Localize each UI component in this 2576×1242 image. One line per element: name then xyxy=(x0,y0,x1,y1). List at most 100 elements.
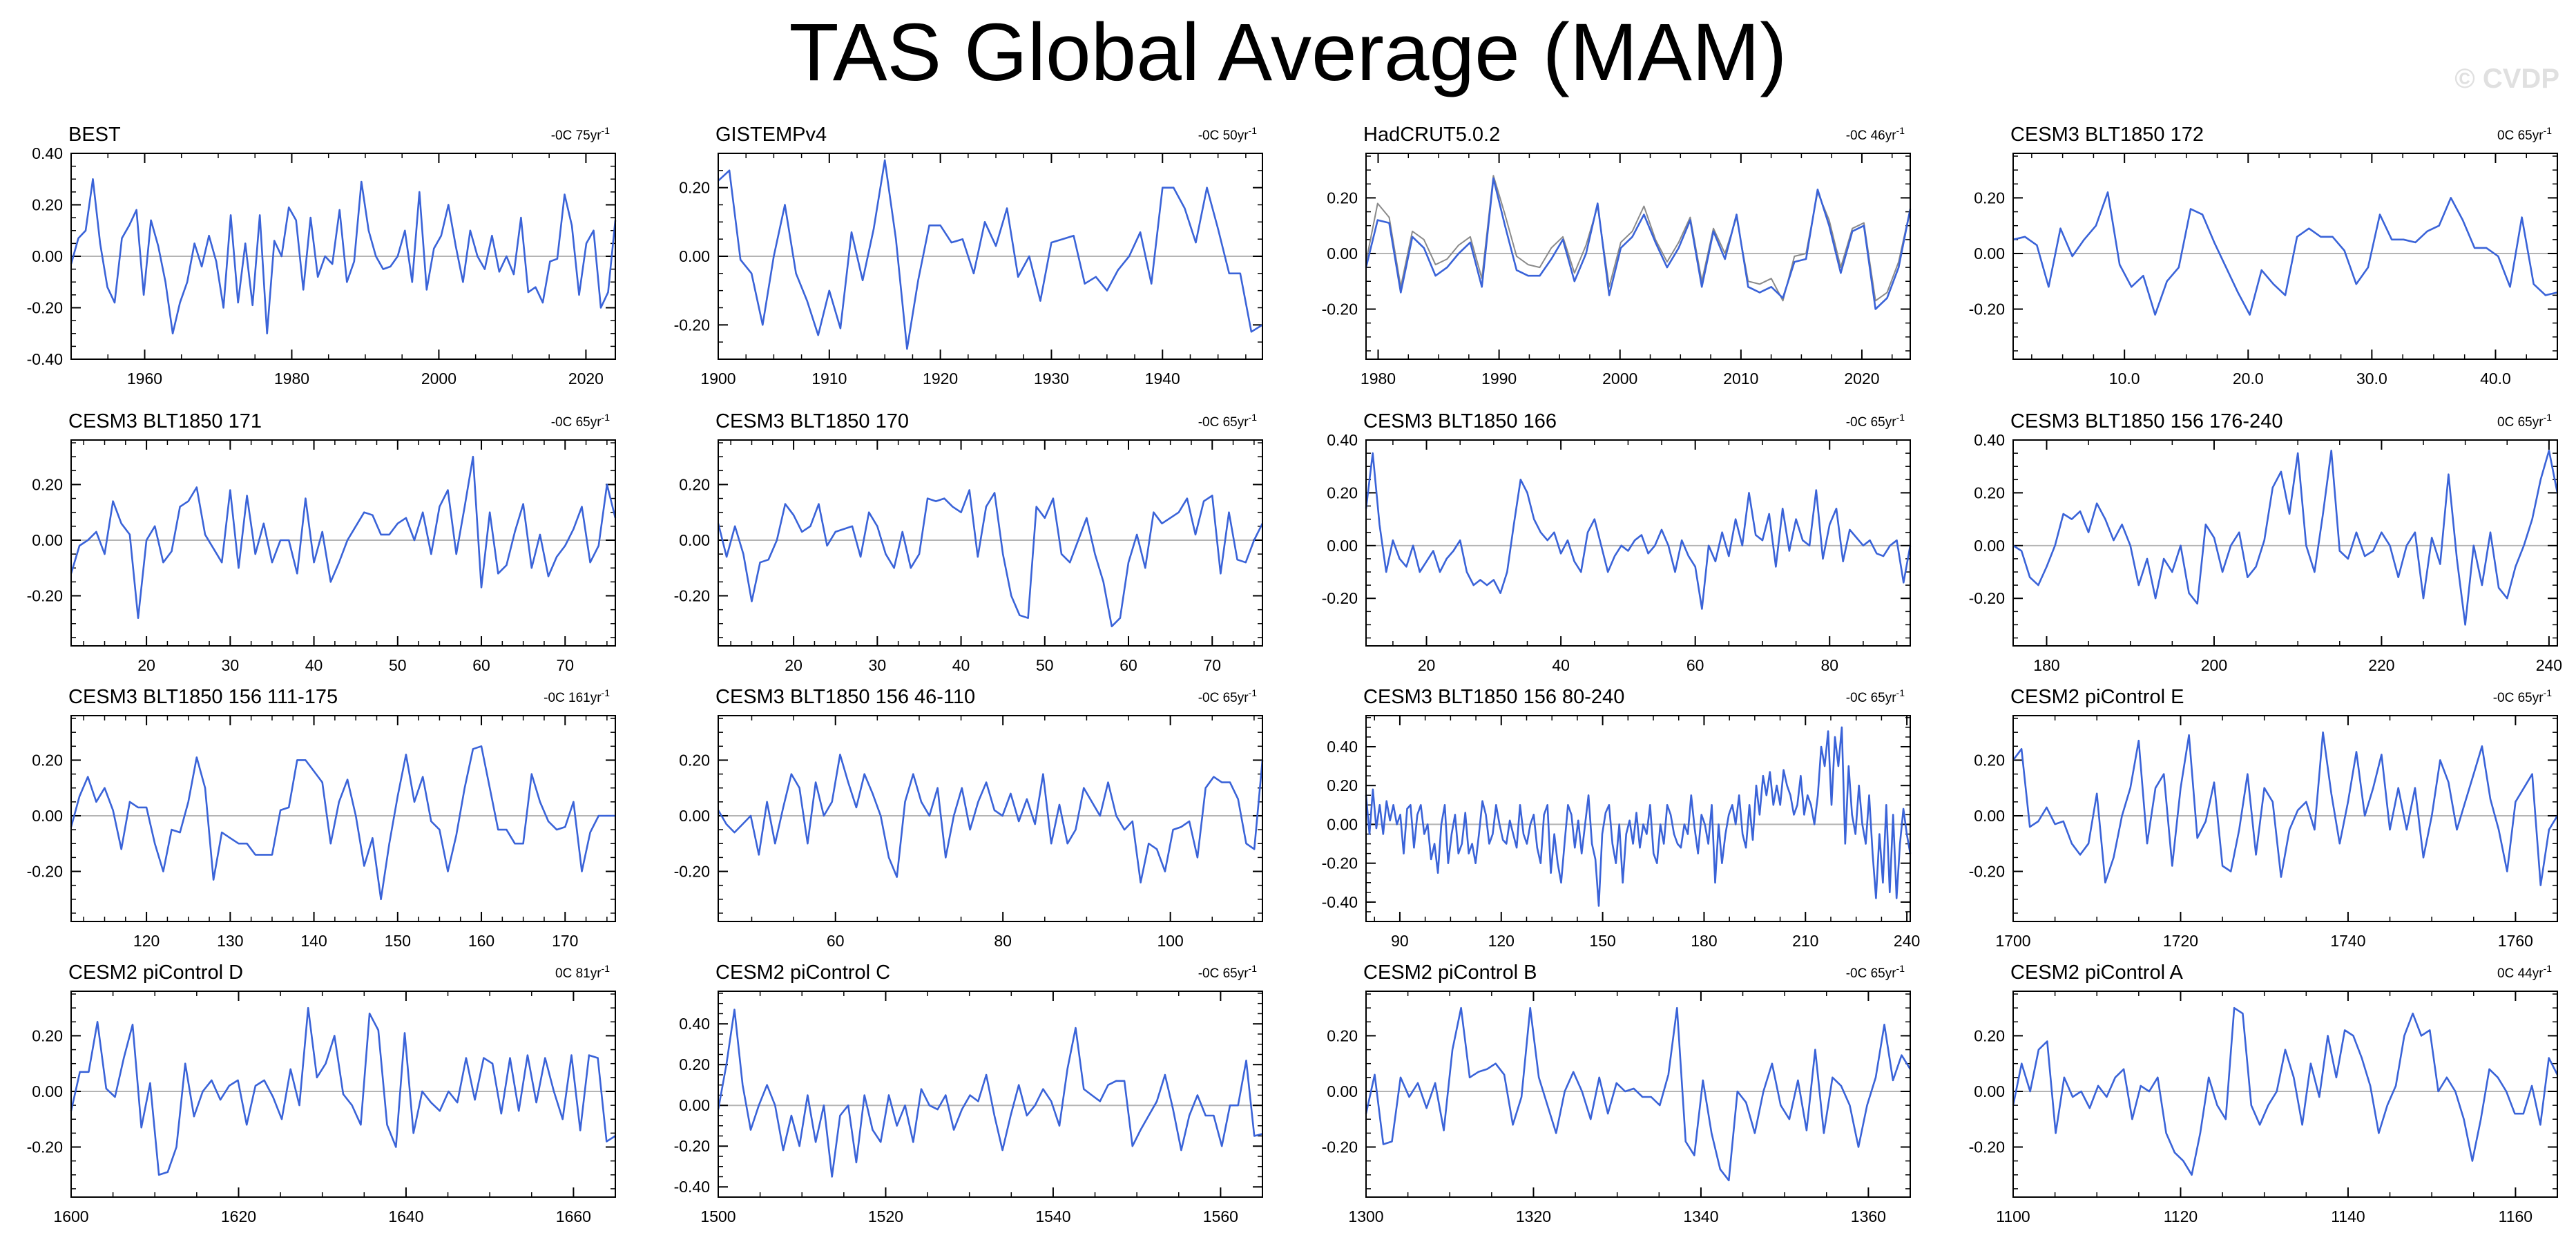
trend-superscript: -1 xyxy=(2544,125,2553,136)
plot-frame xyxy=(2012,991,2558,1198)
y-tick-label: 0.20 xyxy=(679,1055,710,1073)
x-tick-label: 30 xyxy=(869,656,887,674)
trend-label: -0C 65yr-1 xyxy=(1846,412,1905,430)
x-tick-label: 60 xyxy=(472,656,490,674)
x-tick-label: 1620 xyxy=(221,1207,256,1225)
y-tick-label: 0.00 xyxy=(679,247,710,265)
trend-label: -0C 65yr-1 xyxy=(1846,963,1905,981)
y-tick-label: 0.20 xyxy=(1974,189,2005,207)
trend-superscript: -1 xyxy=(2544,412,2553,423)
y-tick-label: -0.20 xyxy=(1969,863,2005,881)
chart-panel: CESM3 BLT1850 156 46-110 -0C 65yr-1 -0.20 0… xyxy=(674,686,1264,950)
trend-label: -0C 75yr-1 xyxy=(551,125,611,143)
panel-title: CESM3 BLT1850 156 176-240 xyxy=(2010,410,2282,432)
x-tick-label: 1600 xyxy=(53,1207,88,1225)
x-tick-label: 70 xyxy=(1203,656,1221,674)
panel-title: CESM3 BLT1850 156 80-240 xyxy=(1363,686,1624,708)
panel-title: CESM3 BLT1850 156 46-110 xyxy=(715,686,975,708)
x-tick-label: 1760 xyxy=(2498,932,2533,950)
x-tick-label: 1720 xyxy=(2163,932,2198,950)
x-tick-label: 180 xyxy=(2033,656,2059,674)
panel-title: CESM2 piControl C xyxy=(715,962,890,984)
y-tick-label: 0.00 xyxy=(1974,807,2005,825)
y-tick-label: 0.20 xyxy=(1974,751,2005,769)
trend-superscript: -1 xyxy=(1896,125,1905,136)
panel-title: CESM2 piControl A xyxy=(2010,962,2183,984)
series-line xyxy=(1365,177,1912,310)
panel-title: HadCRUT5.0.2 xyxy=(1363,124,1500,146)
x-tick-label: 1900 xyxy=(700,370,736,388)
reference-series-line xyxy=(1365,175,1911,302)
x-tick-label: 1640 xyxy=(388,1207,423,1225)
x-tick-label: 20.0 xyxy=(2233,370,2264,388)
series-line xyxy=(717,754,1264,883)
x-tick-label: 1160 xyxy=(2499,1207,2532,1225)
panel-title: CESM3 BLT1850 172 xyxy=(2010,124,2204,146)
y-tick-label: 0.20 xyxy=(1327,776,1358,794)
x-tick-label: 50 xyxy=(1036,656,1054,674)
y-tick-label: 0.20 xyxy=(1327,484,1358,501)
chart-panel: CESM3 BLT1850 156 176-240 0C 65yr-1 -0.20 0… xyxy=(1969,410,2563,674)
x-tick-label: 1960 xyxy=(127,370,162,388)
chart-panel: BEST -0C 75yr-1 -0.40 -0.20 0.00 0.20 0.40 1960… xyxy=(27,124,617,388)
y-tick-label: -0.40 xyxy=(1322,893,1358,911)
x-tick-label: 40 xyxy=(952,656,970,674)
series-line xyxy=(70,745,615,901)
x-tick-label: 170 xyxy=(552,932,578,950)
trend-superscript: -1 xyxy=(1249,125,1258,136)
y-tick-label: 0.00 xyxy=(32,247,63,265)
x-tick-label: 1910 xyxy=(811,370,847,388)
plot-frame xyxy=(718,991,1263,1198)
y-tick-label: 0.40 xyxy=(679,1015,710,1033)
x-tick-label: 1360 xyxy=(1851,1207,1886,1225)
x-tick-label: 1700 xyxy=(1995,932,2030,950)
panel-title: GISTEMPv4 xyxy=(715,124,827,146)
y-tick-label: 0.20 xyxy=(679,751,710,769)
chart-panel: CESM3 BLT1850 156 80-240 -0C 65yr-1 -0.40 -… xyxy=(1322,686,1921,950)
chart-panel: CESM2 piControl A 0C 44yr-1 -0.20 0.00 0.20 1… xyxy=(1969,962,2559,1225)
x-tick-label: 140 xyxy=(300,932,327,950)
trend-superscript: -1 xyxy=(602,412,611,423)
series-line xyxy=(718,159,1263,350)
x-tick-label: 160 xyxy=(468,932,494,950)
x-tick-label: 120 xyxy=(133,932,160,950)
y-tick-label: 0.40 xyxy=(32,144,63,162)
x-tick-label: 2020 xyxy=(1844,370,1879,388)
y-tick-label: -0.20 xyxy=(27,1138,63,1156)
x-tick-label: 80 xyxy=(1820,656,1838,674)
y-tick-label: -0.20 xyxy=(674,587,710,605)
y-tick-label: -0.20 xyxy=(27,587,63,605)
plot-frame xyxy=(1365,439,1911,647)
x-tick-label: 80 xyxy=(994,932,1012,950)
plot-frame xyxy=(718,715,1263,922)
panel-title: CESM2 piControl E xyxy=(2010,686,2184,708)
x-tick-label: 30 xyxy=(222,656,240,674)
trend-superscript: -1 xyxy=(1896,963,1905,974)
plot-frame xyxy=(718,153,1263,360)
x-tick-label: 150 xyxy=(1589,932,1615,950)
plot-frame xyxy=(718,439,1263,647)
x-tick-label: 1940 xyxy=(1145,370,1180,388)
x-tick-label: 20 xyxy=(785,656,802,674)
y-tick-label: -0.20 xyxy=(674,1137,710,1155)
y-tick-label: 0.40 xyxy=(1327,738,1358,756)
x-tick-label: 1520 xyxy=(868,1207,903,1225)
plot-frame xyxy=(70,153,616,360)
x-tick-label: 10.0 xyxy=(2109,370,2140,388)
y-tick-label: -0.20 xyxy=(1969,300,2005,318)
x-tick-label: 1500 xyxy=(700,1207,736,1225)
trend-label: 0C 65yr-1 xyxy=(2497,125,2552,143)
series-line xyxy=(1365,1006,1912,1182)
x-tick-label: 120 xyxy=(1488,932,1515,950)
y-tick-label: -0.20 xyxy=(27,863,63,881)
y-tick-label: 0.20 xyxy=(1327,189,1358,207)
panel-title: BEST xyxy=(68,124,121,146)
x-tick-label: 30.0 xyxy=(2356,370,2387,388)
x-tick-label: 220 xyxy=(2368,656,2394,674)
y-tick-label: 0.20 xyxy=(1974,484,2005,501)
plot-frame xyxy=(70,991,616,1198)
x-tick-label: 2010 xyxy=(1723,370,1758,388)
series-line xyxy=(2012,1006,2559,1176)
y-tick-label: 0.00 xyxy=(1327,537,1358,555)
x-tick-label: 40 xyxy=(1552,656,1570,674)
